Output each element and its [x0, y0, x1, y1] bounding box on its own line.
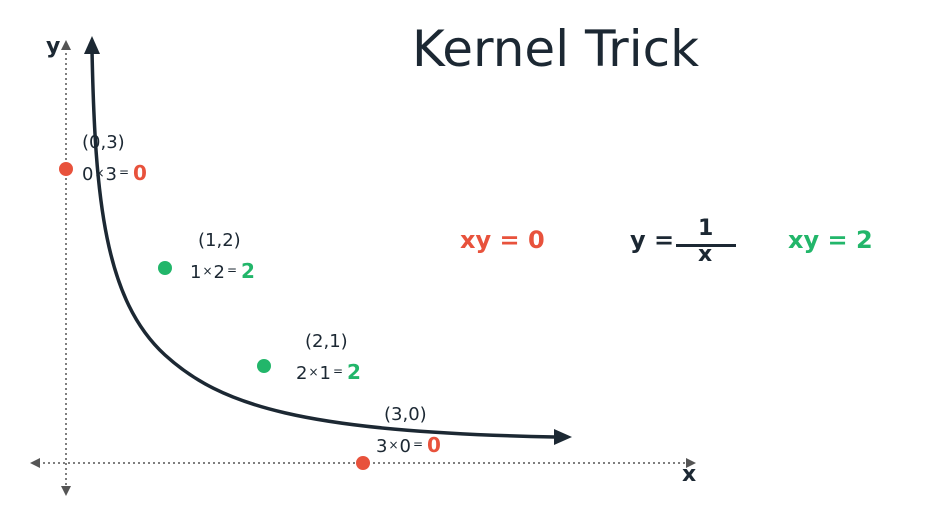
product-result: 2	[347, 360, 361, 384]
point-0-3	[59, 162, 73, 176]
point-2-1	[257, 359, 271, 373]
point-label-coord: (3,0)	[384, 404, 427, 425]
factor-a: 3	[376, 436, 388, 457]
product-result: 2	[241, 259, 255, 283]
product-result: 0	[427, 433, 441, 457]
fraction-numerator: 1	[698, 216, 714, 241]
factor-b: 3	[105, 164, 117, 185]
y-axis-top-arrow	[61, 40, 71, 50]
fraction-bar	[676, 244, 736, 247]
point-label-product: 1×2 = 2	[190, 260, 255, 285]
xy-equals-zero: xy = 0	[460, 226, 545, 254]
x-axis-label: x	[682, 462, 697, 487]
times-sign: ×	[202, 264, 213, 278]
equals-sign: =	[226, 263, 238, 277]
curve-top-arrowhead	[84, 36, 100, 54]
point-label-coord: (2,1)	[305, 331, 348, 352]
point-label-product: 3×0 = 0	[376, 434, 441, 459]
times-sign: ×	[308, 365, 319, 379]
point-1-2	[158, 261, 172, 275]
equals-sign: =	[412, 437, 424, 451]
product-result: 0	[133, 161, 147, 185]
y-axis-label: y	[46, 34, 61, 59]
hyperbola-curve	[90, 49, 556, 439]
factor-b: 1	[319, 363, 331, 384]
point-label-product: 0×3 = 0	[82, 162, 147, 187]
point-label-product: 2×1 = 2	[296, 361, 361, 386]
factor-a: 0	[82, 164, 94, 185]
curve-right-arrowhead	[554, 429, 572, 445]
y-equals-label: y =	[630, 226, 675, 254]
y-axis-bottom-arrow	[61, 486, 71, 496]
factor-a: 1	[190, 262, 202, 283]
x-axis-left-arrow	[30, 458, 40, 468]
factor-b: 0	[399, 436, 411, 457]
point-label-coord: (0,3)	[82, 132, 125, 153]
point-label-coord: (1,2)	[198, 230, 241, 251]
xy-equals-two: xy = 2	[788, 226, 873, 254]
slide-title: Kernel Trick	[412, 20, 700, 78]
equals-sign: =	[332, 364, 344, 378]
point-3-0	[356, 456, 370, 470]
times-sign: ×	[388, 438, 399, 452]
factor-a: 2	[296, 363, 308, 384]
x-axis-right-arrow	[686, 458, 696, 468]
fraction-denominator: x	[698, 242, 713, 267]
equals-sign: =	[118, 165, 130, 179]
times-sign: ×	[94, 166, 105, 180]
factor-b: 2	[213, 262, 225, 283]
